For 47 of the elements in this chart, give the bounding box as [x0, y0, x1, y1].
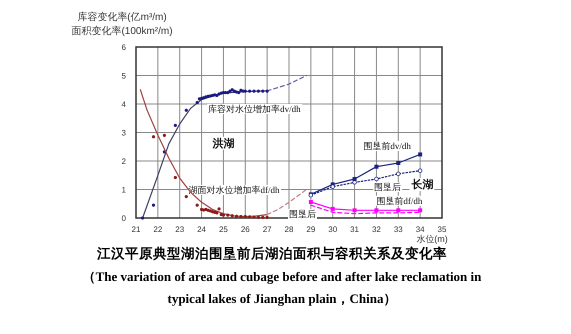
point [308, 200, 313, 204]
annotation: 库容对水位增加率dv/dh [208, 104, 302, 114]
annotation: 围垦前dv/dh [363, 141, 412, 152]
annotation: 围垦前df/dh [376, 196, 423, 206]
point [374, 164, 378, 169]
annotation: 围垦后 [374, 182, 402, 192]
y-tick-label: 4 [122, 100, 127, 109]
point [396, 172, 400, 176]
point [374, 208, 378, 212]
x-tick-label: 24 [197, 225, 207, 234]
annotation: 湖面对水位增加率df/dh [188, 184, 280, 195]
x-tick-label: 34 [416, 225, 426, 234]
text: （The variation of area and cubage before and after lake reclamation in typical lakes of Jianghan plain，China） [82, 269, 482, 306]
point [418, 152, 422, 156]
x-tick-label: 33 [394, 225, 404, 234]
annotation: 围垦后 [289, 209, 316, 220]
x-tick-label: 35 [438, 225, 447, 234]
point [396, 160, 400, 165]
y-tick-label: 6 [122, 43, 127, 52]
text: 江汉平原典型湖泊围垦前后湖泊面积与容积关系及变化率 [96, 245, 447, 261]
point [396, 208, 400, 212]
y-tick-label: 5 [122, 72, 127, 80]
y-axis-title: 库容变化率(亿m³/m) 面积变化率(100km²/m) [71, 11, 173, 37]
y-tick-label: 3 [122, 128, 127, 138]
x-tick-label: 30 [328, 225, 338, 234]
point [352, 208, 357, 212]
x-tick-label: 26 [240, 225, 250, 234]
x-tick-label: 22 [153, 225, 163, 234]
annotation: 洪湖 [212, 136, 234, 150]
point [330, 206, 335, 211]
x-tick-label: 21 [132, 225, 141, 234]
y-tick-label: 2 [122, 157, 127, 166]
x-tick-label: 29 [306, 225, 316, 234]
y-tick-label: 1 [122, 186, 127, 194]
point [374, 176, 379, 182]
y-tick-label: 0 [122, 214, 127, 223]
point [418, 208, 422, 212]
x-tick-label: 28 [284, 225, 294, 234]
x-tick-label: 23 [175, 225, 185, 234]
x-tick-label: 31 [350, 225, 360, 234]
x-tick-label: 25 [218, 225, 228, 234]
point [352, 180, 357, 185]
annotation: 长湖 [410, 178, 434, 192]
x-axis-title: 水位(m) [416, 234, 448, 244]
x-tick-label: 27 [262, 225, 272, 234]
point [418, 168, 422, 173]
x-tick-label: 32 [372, 225, 382, 234]
